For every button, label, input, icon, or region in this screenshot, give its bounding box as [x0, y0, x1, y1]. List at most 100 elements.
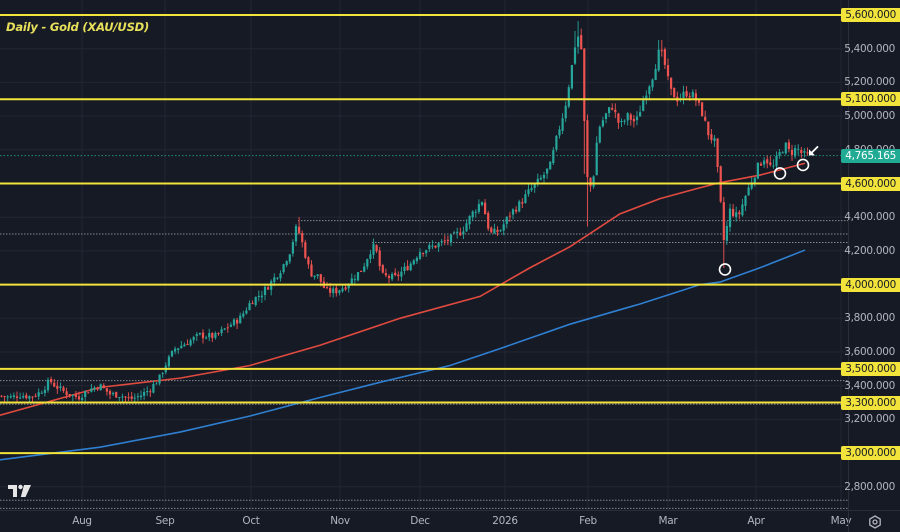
candle-body[interactable] — [189, 340, 192, 346]
candle-body[interactable] — [741, 204, 744, 216]
candle-body[interactable] — [124, 396, 127, 398]
candle-body[interactable] — [480, 202, 484, 206]
candle-body[interactable] — [130, 396, 133, 399]
candle-body[interactable] — [651, 79, 654, 88]
candle-body[interactable] — [285, 261, 288, 266]
candle-body[interactable] — [409, 263, 412, 271]
candle-body[interactable] — [232, 319, 236, 326]
candle-body[interactable] — [577, 36, 580, 47]
candle-body[interactable] — [304, 242, 307, 258]
candle-body[interactable] — [536, 178, 539, 185]
candle-body[interactable] — [446, 239, 449, 241]
candle-body[interactable] — [198, 332, 201, 335]
candle-body[interactable] — [738, 212, 741, 215]
candle-body[interactable] — [496, 229, 499, 233]
candle-body[interactable] — [806, 152, 809, 154]
candle-body[interactable] — [46, 379, 50, 391]
candle-body[interactable] — [412, 260, 415, 265]
candle-body[interactable] — [415, 257, 418, 262]
candle-body[interactable] — [403, 266, 406, 271]
candle-body[interactable] — [251, 303, 254, 305]
candle-body[interactable] — [471, 211, 474, 218]
candle-body[interactable] — [750, 182, 753, 189]
candle-body[interactable] — [68, 393, 71, 396]
plot-area[interactable]: Daily - Gold (XAU/USD) — [0, 0, 848, 510]
candle-body[interactable] — [378, 250, 381, 267]
candle-body[interactable] — [670, 77, 673, 89]
candle-body[interactable] — [521, 202, 524, 204]
candle-body[interactable] — [25, 394, 28, 399]
candle-body[interactable] — [716, 138, 719, 168]
candle-body[interactable] — [245, 310, 248, 314]
candle-body[interactable] — [617, 113, 620, 123]
candle-body[interactable] — [133, 397, 136, 399]
candle-body[interactable] — [254, 296, 257, 306]
candle-body[interactable] — [360, 270, 363, 272]
candle-body[interactable] — [149, 391, 152, 393]
candle-body[interactable] — [239, 315, 242, 324]
candle-body[interactable] — [77, 396, 81, 400]
candle-body[interactable] — [639, 112, 642, 117]
candle-body[interactable] — [704, 116, 707, 121]
candle-body[interactable] — [573, 47, 577, 64]
candle-body[interactable] — [787, 142, 790, 150]
candle-body[interactable] — [691, 91, 694, 98]
candle-body[interactable] — [586, 120, 589, 178]
candle-body[interactable] — [635, 116, 639, 121]
candle-body[interactable] — [437, 243, 440, 248]
candle-body[interactable] — [161, 373, 164, 375]
candle-body[interactable] — [422, 253, 425, 255]
candle-body[interactable] — [31, 396, 34, 398]
candle-body[interactable] — [629, 114, 632, 120]
candle-body[interactable] — [626, 113, 629, 121]
candle-body[interactable] — [558, 129, 561, 136]
candle-body[interactable] — [62, 387, 65, 392]
candle-body[interactable] — [174, 348, 177, 352]
candle-body[interactable] — [192, 336, 195, 341]
candle-body[interactable] — [493, 228, 496, 234]
candle-body[interactable] — [713, 138, 716, 141]
candle-body[interactable] — [267, 287, 270, 290]
candle-body[interactable] — [279, 273, 282, 279]
candle-body[interactable] — [434, 245, 437, 248]
candle-body[interactable] — [319, 274, 322, 282]
candle-body[interactable] — [344, 287, 347, 290]
candle-body[interactable] — [12, 395, 15, 397]
candle-body[interactable] — [654, 68, 657, 80]
candle-body[interactable] — [40, 392, 43, 394]
candle-body[interactable] — [143, 391, 146, 396]
candle-body[interactable] — [335, 287, 338, 294]
candle-body[interactable] — [527, 189, 530, 195]
candle-body[interactable] — [524, 194, 527, 203]
candle-body[interactable] — [685, 91, 688, 97]
candlestick-chart[interactable] — [0, 0, 848, 510]
candle-body[interactable] — [316, 274, 319, 277]
candle-body[interactable] — [753, 177, 756, 184]
candle-body[interactable] — [546, 168, 549, 174]
candle-body[interactable] — [474, 211, 477, 213]
candle-body[interactable] — [136, 396, 139, 398]
candle-body[interactable] — [87, 392, 90, 394]
candle-body[interactable] — [645, 95, 648, 101]
candle-body[interactable] — [443, 240, 446, 242]
candle-body[interactable] — [282, 264, 285, 273]
candle-body[interactable] — [732, 208, 735, 217]
candle-body[interactable] — [99, 384, 102, 391]
candle-body[interactable] — [468, 215, 471, 225]
candle-body[interactable] — [313, 275, 316, 278]
candle-body[interactable] — [288, 254, 291, 262]
candle-body[interactable] — [205, 337, 208, 339]
time-axis[interactable]: Aug Sep Oct Nov Dec 2026 Feb Mar Apr May — [0, 510, 852, 532]
candle-body[interactable] — [611, 107, 614, 110]
candle-body[interactable] — [608, 107, 611, 114]
candle-body[interactable] — [440, 241, 443, 243]
candle-body[interactable] — [0, 395, 3, 397]
candle-body[interactable] — [561, 118, 564, 131]
candle-body[interactable] — [660, 50, 663, 52]
candle-body[interactable] — [657, 49, 660, 71]
candle-body[interactable] — [350, 278, 353, 285]
candle-body[interactable] — [53, 382, 56, 387]
candle-body[interactable] — [186, 344, 189, 346]
candle-body[interactable] — [803, 151, 806, 153]
candle-body[interactable] — [338, 290, 341, 293]
